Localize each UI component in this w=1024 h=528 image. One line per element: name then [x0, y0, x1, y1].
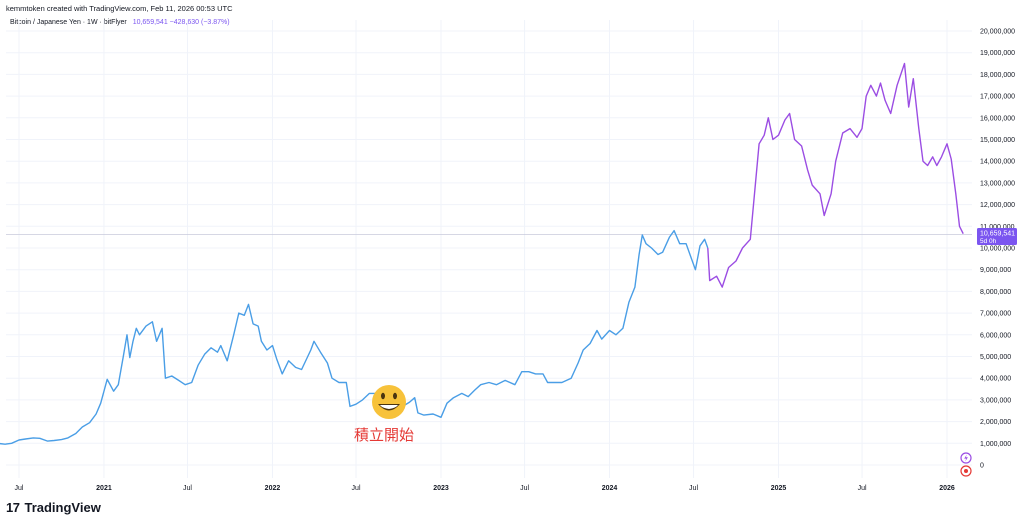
y-axis[interactable]: 0 1,000,000 2,000,000 3,000,000 4,000,000 5,0…: [980, 29, 1015, 470]
y-tick-label: 20,000,000: [980, 29, 1015, 36]
symbol-legend: Bitcoin / Japanese Yen · 1W · bitFlyer 1…: [10, 19, 230, 26]
y-tick-label: 5,000,000: [980, 354, 1011, 361]
y-tick-label: 19,000,000: [980, 50, 1015, 57]
y-tick-label: 4,000,000: [980, 376, 1011, 383]
x-tick-label: Jul: [15, 485, 24, 492]
y-tick-label: 15,000,000: [980, 137, 1015, 144]
y-tick-label: 18,000,000: [980, 72, 1015, 79]
y-tick-label: 3,000,000: [980, 397, 1011, 404]
x-tick-label: Jul: [520, 485, 529, 492]
y-tick-label: 13,000,000: [980, 180, 1015, 187]
attribution-text: kemmtoken created with TradingView.com, …: [6, 4, 233, 13]
x-tick-label: 2026: [939, 485, 955, 492]
y-tick-label: 2,000,000: [980, 419, 1011, 426]
y-tick-label: 8,000,000: [980, 289, 1011, 296]
series-line-2: [707, 62, 964, 288]
x-tick-label: 2025: [771, 485, 787, 492]
x-tick-label: Jul: [858, 485, 867, 492]
series-line-1: [0, 229, 709, 445]
grid-lines: [6, 20, 972, 478]
alert-icons[interactable]: [960, 452, 972, 477]
x-tick-label: 2022: [265, 485, 281, 492]
y-tick-label: 6,000,000: [980, 332, 1011, 339]
tradingview-logo-icon: 17: [6, 500, 20, 515]
y-tick-label: 11,000,000: [980, 224, 1015, 231]
lightning-glyph: [964, 454, 968, 462]
x-tick-label: 2023: [433, 485, 449, 492]
smiley-right-eye: [393, 392, 397, 400]
y-tick-label: 7,000,000: [980, 311, 1011, 318]
record-dot: [964, 469, 968, 473]
x-tick-label: Jul: [183, 485, 192, 492]
x-tick-label: Jul: [352, 485, 361, 492]
price-tag-value: 10,659,541: [980, 231, 1015, 238]
smiley-icon: [372, 385, 406, 419]
tradingview-wordmark: TradingView: [24, 500, 101, 515]
y-tick-label: 10,000,000: [980, 246, 1015, 253]
smiley-teeth: [380, 405, 398, 409]
y-tick-label: 16,000,000: [980, 115, 1015, 122]
price-series: [0, 62, 964, 445]
y-tick-label: 1,000,000: [980, 441, 1011, 448]
price-chart[interactable]: 0 1,000,000 2,000,000 3,000,000 4,000,000 5,0…: [0, 0, 1024, 495]
smiley-left-eye: [381, 392, 385, 400]
y-tick-label: 9,000,000: [980, 267, 1011, 274]
x-tick-label: 2021: [96, 485, 112, 492]
x-tick-label: 2024: [602, 485, 618, 492]
price-tag-countdown: 5d 0h: [980, 238, 997, 245]
y-tick-label: 12,000,000: [980, 202, 1015, 209]
annotation-text: 積立開始: [354, 426, 414, 444]
y-tick-label: 17,000,000: [980, 94, 1015, 101]
y-tick-label: 14,000,000: [980, 159, 1015, 166]
symbol-title[interactable]: Bitcoin / Japanese Yen · 1W · bitFlyer: [10, 19, 127, 26]
price-tag: 10,659,541 5d 0h: [977, 228, 1017, 245]
x-axis[interactable]: Jul 2021 Jul 2022 Jul 2023 Jul 2024 Jul 2025 Jul 20…: [15, 485, 955, 492]
annotation: 積立開始: [354, 385, 414, 444]
y-tick-label: 0: [980, 463, 984, 470]
tradingview-footer[interactable]: 17 TradingView: [6, 500, 101, 515]
x-tick-label: Jul: [689, 485, 698, 492]
symbol-values: 10,659,541 −428,630 (−3.87%): [132, 19, 230, 26]
